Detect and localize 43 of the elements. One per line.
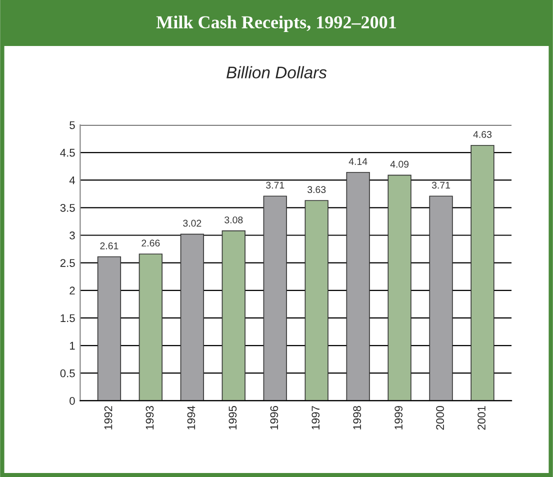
y-tick-label: 0.5 <box>60 369 75 378</box>
y-tick-label: 3.5 <box>60 204 75 212</box>
y-tick-label: 4.5 <box>60 148 75 157</box>
y-tick-label: 3 <box>70 232 75 240</box>
x-tick-label: 1994 <box>187 406 196 430</box>
bar <box>429 196 453 401</box>
y-tick-label: 4 <box>69 176 75 184</box>
x-tick-label: 2001 <box>478 406 486 430</box>
x-tick-label: 1992 <box>104 406 112 430</box>
data-label: 3.08 <box>224 216 243 224</box>
bar <box>470 144 494 401</box>
data-label: 4.63 <box>473 131 492 138</box>
data-label: 3.71 <box>432 182 450 189</box>
bar <box>304 200 328 401</box>
data-label: 2.61 <box>100 242 118 250</box>
y-tick-label: 1.5 <box>60 314 75 322</box>
x-tick-label: 1995 <box>228 406 237 430</box>
x-tick-label: 1996 <box>270 406 278 430</box>
data-label: 3.63 <box>308 186 326 194</box>
bar <box>138 254 163 401</box>
bar <box>180 234 204 401</box>
y-tick-label: 5 <box>70 121 75 130</box>
x-tick-label: 1997 <box>312 406 320 430</box>
bar <box>97 256 122 401</box>
y-tick-label: 2 <box>70 286 75 294</box>
bar <box>388 174 412 401</box>
y-tick-label: 1 <box>70 342 75 350</box>
chart-subtitle: Billion Dollars <box>226 66 327 78</box>
y-tick-label: 0 <box>70 396 75 405</box>
y-tick-label: 2.5 <box>60 259 75 267</box>
x-tick-label: 1993 <box>146 406 154 430</box>
bar <box>346 172 370 401</box>
data-label: 4.09 <box>390 160 409 168</box>
data-label: 3.02 <box>183 220 202 227</box>
data-label: 2.66 <box>142 240 160 247</box>
chart-title: Milk Cash Receipts, 1992–2001 <box>156 16 396 32</box>
bar <box>222 230 246 401</box>
data-label: 3.71 <box>266 182 284 189</box>
data-label: 4.14 <box>348 158 368 165</box>
x-tick-label: 2000 <box>436 406 444 430</box>
x-tick-label: 1999 <box>394 406 403 430</box>
bar <box>263 196 287 401</box>
x-tick-label: 1998 <box>353 406 362 430</box>
